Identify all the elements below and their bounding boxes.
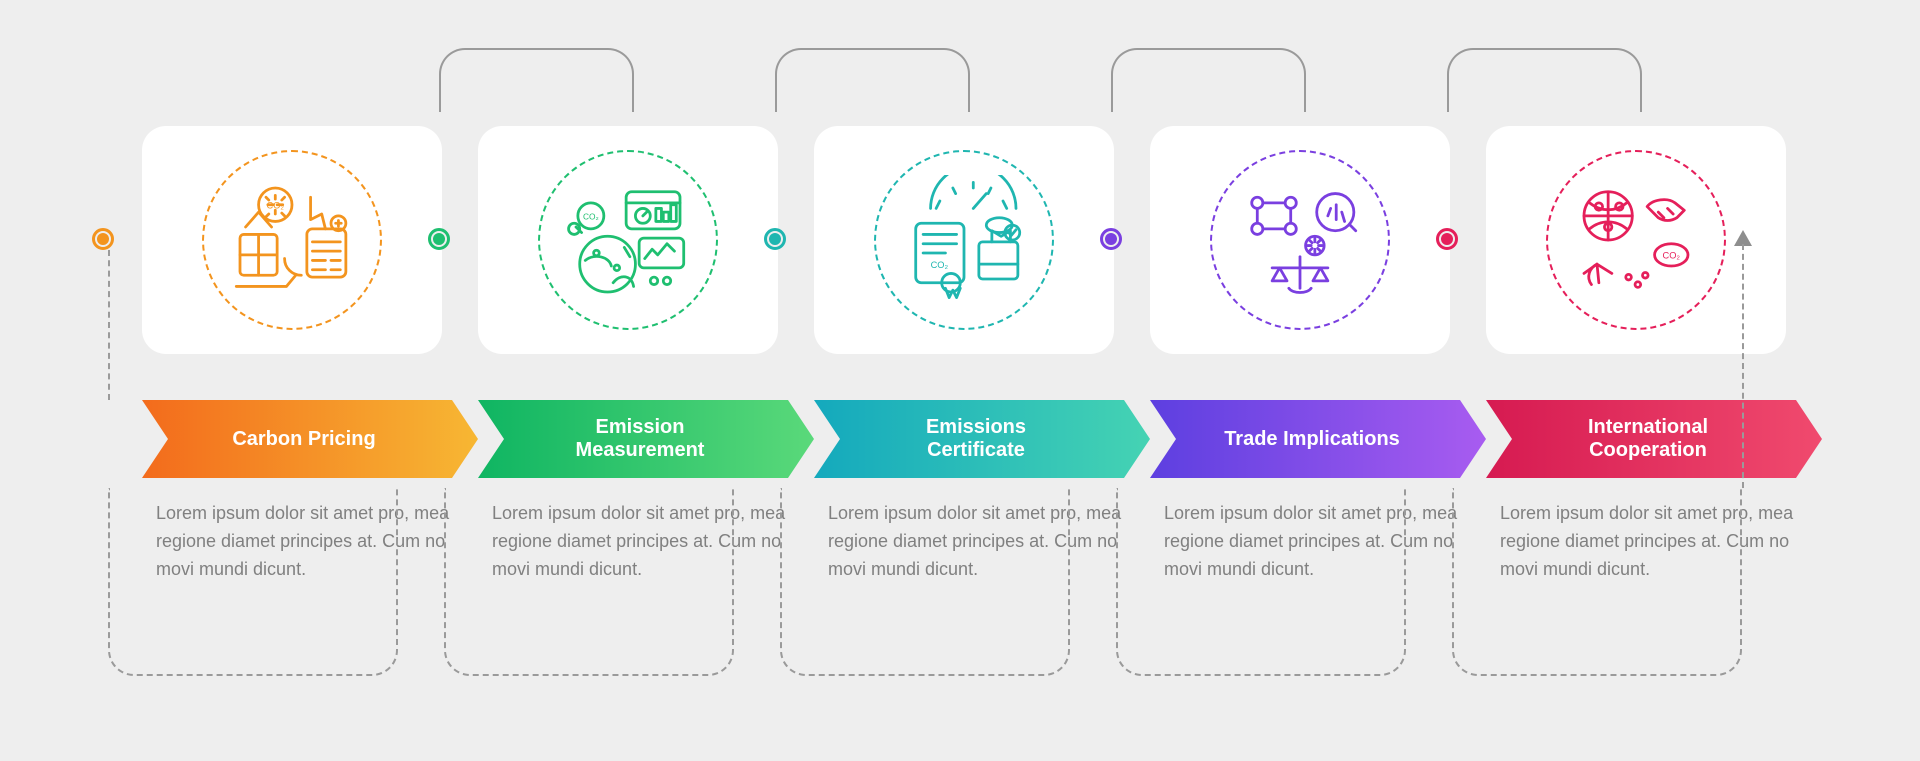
arrow-label: Trade Implications xyxy=(1224,428,1400,451)
arrow-label: Emissions Certificate xyxy=(926,416,1026,462)
arrow-label: Carbon Pricing xyxy=(232,428,375,451)
svg-text:CO₂: CO₂ xyxy=(583,212,599,222)
step-card xyxy=(1150,126,1450,354)
top-connector xyxy=(1447,48,1642,112)
steps-row: CO₂ CO₂ xyxy=(142,126,1786,354)
start-dash xyxy=(108,250,110,400)
bottom-loop xyxy=(780,488,1070,676)
arrow-label: Emission Measurement xyxy=(576,416,705,462)
bottom-loop xyxy=(444,488,734,676)
end-riser xyxy=(1742,244,1744,488)
industry-co2-icon: CO₂ xyxy=(202,150,382,330)
step-dot-icon xyxy=(1100,228,1122,250)
trade-balance-icon xyxy=(1210,150,1390,330)
arrow-emissions-certificate: Emissions Certificate xyxy=(814,400,1150,478)
step-emissions-certificate: CO₂ xyxy=(814,126,1114,354)
arrow-label: International Cooperation xyxy=(1588,416,1708,462)
arrow-trade-implications: Trade Implications xyxy=(1150,400,1486,478)
step-dot-icon xyxy=(1436,228,1458,250)
bottom-loop xyxy=(1452,488,1742,676)
step-emission-measurement: CO₂ xyxy=(478,126,778,354)
step-carbon-pricing: CO₂ xyxy=(142,126,442,354)
step-card: CO₂ xyxy=(478,126,778,354)
certificate-gauge-icon: CO₂ xyxy=(874,150,1054,330)
step-dot-icon xyxy=(92,228,114,250)
arrow-international-cooperation: International Cooperation xyxy=(1486,400,1822,478)
arrow-carbon-pricing: Carbon Pricing xyxy=(142,400,478,478)
bottom-loop xyxy=(1116,488,1406,676)
step-card: CO₂ xyxy=(814,126,1114,354)
step-dot-icon xyxy=(764,228,786,250)
globe-handshake-icon: CO₂ xyxy=(1546,150,1726,330)
svg-text:CO₂: CO₂ xyxy=(1663,251,1681,261)
step-dot-icon xyxy=(428,228,450,250)
svg-text:CO₂: CO₂ xyxy=(267,200,285,210)
step-card: CO₂ xyxy=(142,126,442,354)
bottom-loop xyxy=(108,488,398,676)
top-connector xyxy=(775,48,970,112)
globe-metrics-icon: CO₂ xyxy=(538,150,718,330)
top-connector xyxy=(439,48,634,112)
top-connector xyxy=(1111,48,1306,112)
arrows-row: Carbon Pricing Emission Measurement Emis… xyxy=(142,400,1822,478)
arrow-emission-measurement: Emission Measurement xyxy=(478,400,814,478)
svg-text:CO₂: CO₂ xyxy=(931,260,949,270)
step-trade-implications xyxy=(1150,126,1450,354)
